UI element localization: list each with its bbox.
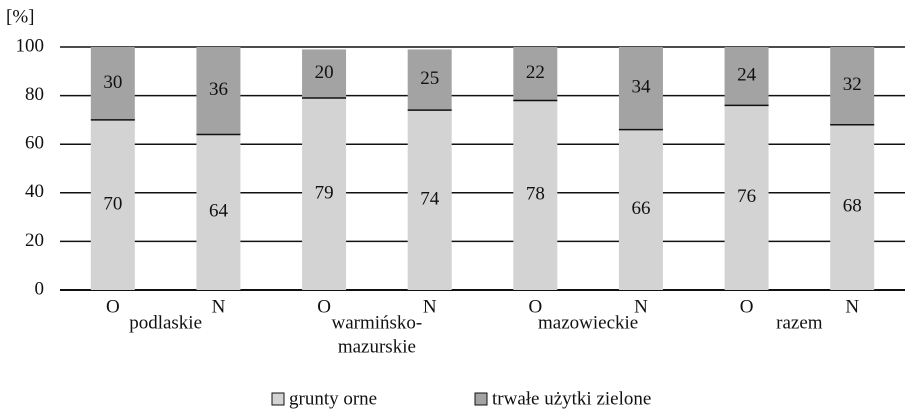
x-tick-label: N [634, 296, 648, 317]
x-tick-label: O [317, 296, 331, 317]
bar-segment [196, 47, 241, 135]
bar-segment [724, 105, 769, 290]
data-label: 34 [631, 77, 651, 98]
data-label: 76 [737, 186, 756, 207]
data-label: 32 [843, 74, 862, 95]
y-tick-label: 100 [16, 35, 45, 56]
y-tick-label: 40 [25, 181, 44, 202]
bar-segment [90, 47, 135, 120]
bar-segment [302, 98, 347, 290]
data-label: 79 [315, 182, 334, 203]
legend-label: trwałe użytki zielone [492, 388, 651, 409]
bar-segment [618, 47, 663, 130]
data-label: 36 [209, 79, 228, 100]
data-label: 22 [526, 62, 545, 83]
group-label: razem [776, 312, 823, 333]
data-label: 30 [103, 72, 122, 93]
x-tick-label: O [740, 296, 754, 317]
bar-segment [302, 49, 347, 99]
data-label: 64 [209, 201, 229, 222]
bar-segment [618, 129, 663, 290]
x-tick-label: N [212, 296, 226, 317]
data-label: 24 [737, 65, 757, 86]
y-tick-label: 60 [25, 133, 44, 154]
bar-segment [196, 134, 241, 290]
bar-segment [407, 49, 452, 111]
bar-segment [407, 110, 452, 291]
x-tick-label: O [106, 296, 120, 317]
bar-segment [513, 100, 558, 291]
x-tick-label: N [845, 296, 859, 317]
legend-label: grunty orne [289, 388, 377, 409]
data-label: 70 [103, 193, 122, 214]
y-tick-label: 80 [25, 84, 44, 105]
legend-swatch [474, 392, 488, 406]
group-label: warmińsko- [331, 312, 422, 333]
group-label: mazurskie [338, 336, 416, 357]
bar-segment [830, 47, 875, 125]
data-label: 78 [526, 184, 545, 205]
bar-segment [830, 124, 875, 290]
data-label: 68 [843, 196, 862, 217]
data-label: 25 [420, 68, 439, 89]
y-axis-label: [%] [6, 6, 34, 27]
y-tick-label: 20 [25, 230, 44, 251]
bar-segment [90, 119, 135, 291]
bar-segment [513, 47, 558, 101]
x-tick-label: N [423, 296, 437, 317]
y-tick-label: 0 [35, 278, 45, 299]
x-tick-label: O [528, 296, 542, 317]
legend-swatch [271, 392, 285, 406]
group-label: mazowieckie [538, 312, 638, 333]
data-label: 20 [315, 62, 334, 83]
bar-segment [724, 47, 769, 106]
group-label: podlaskie [129, 312, 202, 333]
data-label: 74 [420, 188, 440, 209]
data-label: 66 [631, 198, 650, 219]
